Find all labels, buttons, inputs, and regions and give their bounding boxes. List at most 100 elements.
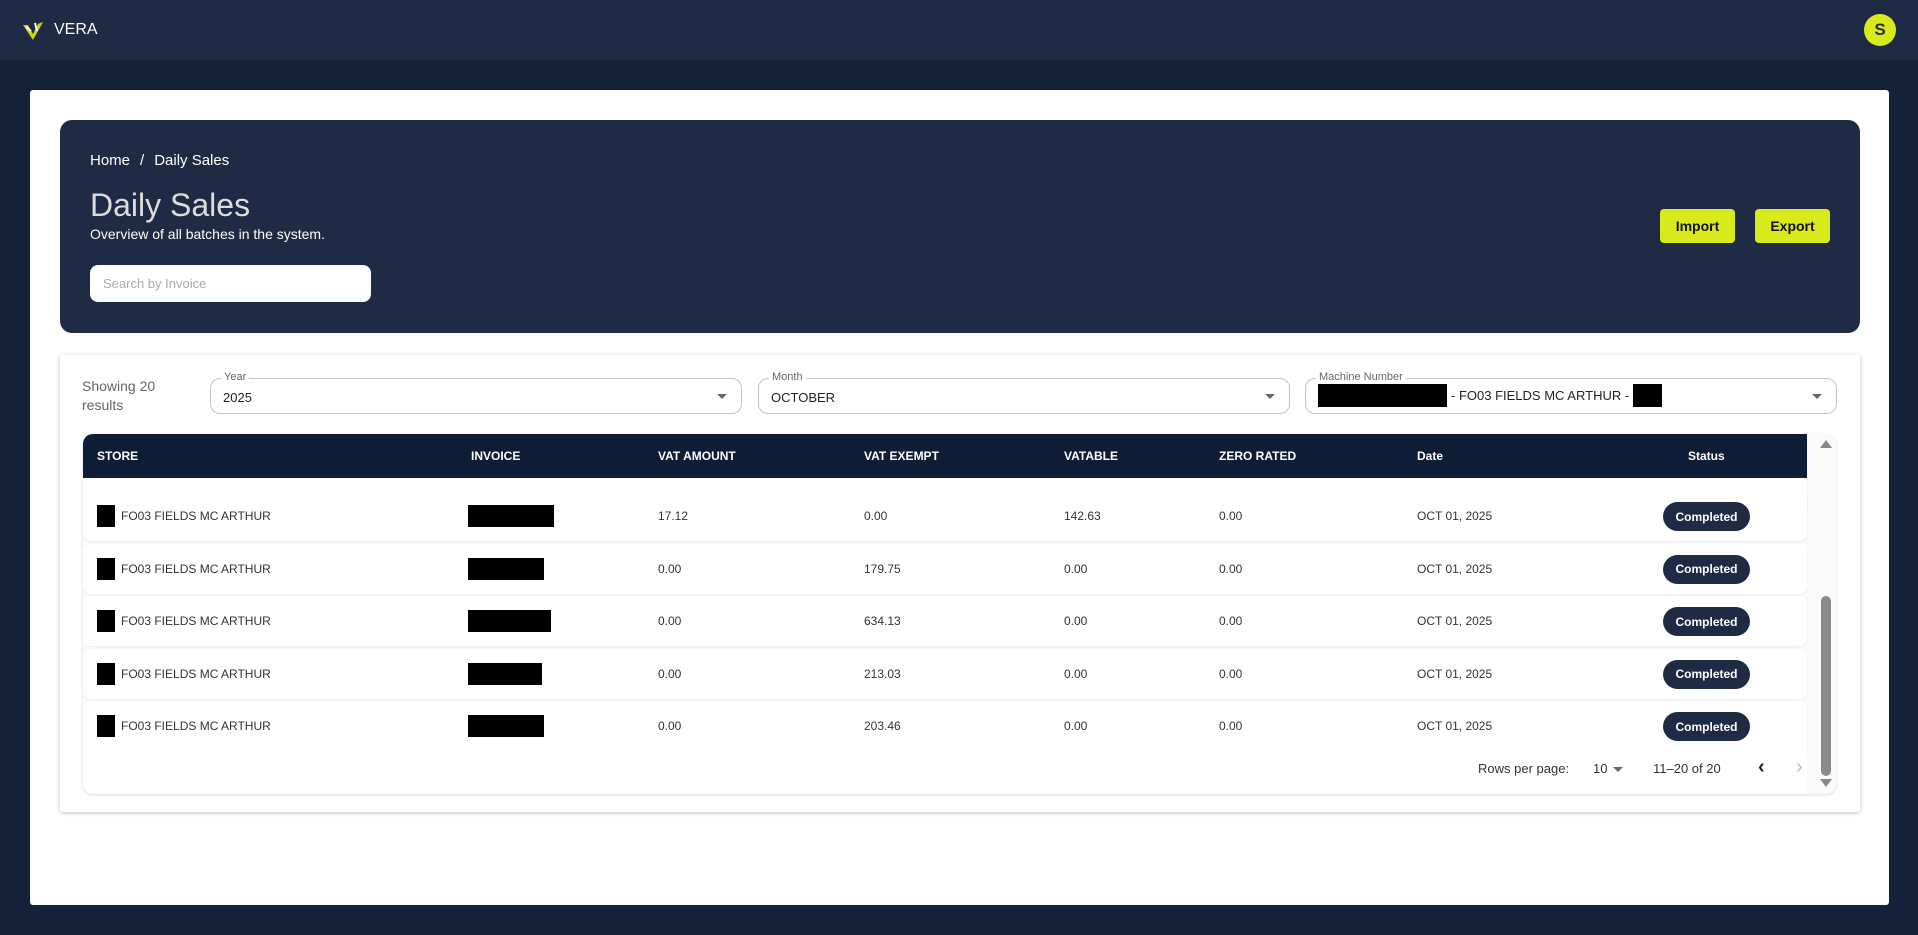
page-header: Home / Daily Sales Daily Sales Overview of… — [60, 120, 1860, 333]
cell-store: FO03 FIELDS MC ARTHUR — [121, 561, 271, 576]
column-date[interactable]: Date — [1417, 449, 1444, 463]
cell-store: FO03 FIELDS MC ARTHUR — [121, 614, 271, 628]
scroll-down-icon[interactable] — [1820, 779, 1832, 787]
cell-vat-amount: 17.12 — [658, 509, 689, 523]
chevron-down-icon — [717, 394, 727, 399]
machine-number-select[interactable]: Machine Number - FO03 FIELDS MC ARTHUR - — [1305, 371, 1837, 414]
scrollbar-thumb[interactable] — [1821, 596, 1831, 776]
year-label: Year — [221, 371, 250, 383]
redacted-block — [97, 557, 115, 580]
page-subtitle: Overview of all batches in the system. — [90, 226, 325, 242]
machine-number-value: - FO03 FIELDS MC ARTHUR - — [1451, 388, 1630, 403]
status-badge: Completed — [1663, 554, 1750, 584]
redacted-block — [1633, 384, 1663, 407]
cell-vatable: 0.00 — [1064, 719, 1088, 733]
cell-zero-rated: 0.00 — [1219, 614, 1243, 628]
table-header: STORE INVOICE VAT AMOUNT VAT EXEMPT VATA… — [83, 434, 1807, 478]
table-row[interactable]: FO03 FIELDS MC ARTHUR 0.00 179.75 0.00 0.00 O… — [83, 543, 1807, 594]
search-invoice-input[interactable] — [90, 265, 371, 302]
year-value: 2025 — [223, 390, 252, 405]
redacted-block — [97, 505, 115, 527]
status-badge: Completed — [1663, 659, 1750, 689]
table-row[interactable]: FO03 FIELDS MC ARTHUR 17.12 0.00 142.63 0.00… — [83, 491, 1807, 541]
breadcrumb-home[interactable]: Home — [90, 152, 131, 169]
column-invoice[interactable]: INVOICE — [471, 449, 521, 463]
cell-vat-exempt: 203.46 — [864, 719, 901, 733]
pagination-range: 11–20 of 20 — [1653, 761, 1721, 776]
page-title: Daily Sales — [90, 187, 251, 223]
column-store[interactable]: STORE — [97, 449, 139, 463]
breadcrumb: Home / Daily Sales — [90, 152, 229, 169]
cell-vatable: 142.63 — [1064, 509, 1101, 523]
redacted-block — [97, 715, 115, 737]
pagination: Rows per page: 10 11–20 of 20 ‹ › — [83, 744, 1807, 794]
results-count: Showing 20 results — [82, 378, 156, 413]
cell-vat-amount: 0.00 — [658, 719, 682, 733]
column-status[interactable]: Status — [1688, 449, 1725, 463]
column-zero-rated[interactable]: ZERO RATED — [1219, 449, 1297, 463]
breadcrumb-separator: / — [140, 152, 145, 169]
chevron-down-icon[interactable] — [1613, 767, 1623, 772]
cell-vat-exempt: 213.03 — [864, 666, 901, 681]
status-badge: Completed — [1663, 712, 1750, 741]
cell-zero-rated: 0.00 — [1219, 719, 1243, 733]
sales-panel: Showing 20 results Year 2025 Month OCTOB… — [60, 355, 1860, 812]
redacted-block — [468, 610, 551, 632]
cell-date: OCT 01, 2025 — [1417, 719, 1493, 733]
cell-date: OCT 01, 2025 — [1417, 509, 1493, 523]
cell-vat-exempt: 179.75 — [864, 561, 901, 576]
scroll-up-icon[interactable] — [1820, 440, 1832, 448]
column-vat-exempt[interactable]: VAT EXEMPT — [864, 449, 939, 463]
redacted-block — [468, 662, 542, 685]
month-value: OCTOBER — [771, 390, 836, 405]
cell-date: OCT 01, 2025 — [1417, 561, 1493, 576]
status-badge: Completed — [1663, 502, 1750, 531]
cell-zero-rated: 0.00 — [1219, 561, 1243, 576]
machine-number-label: Machine Number — [1316, 371, 1406, 383]
redacted-block — [97, 662, 115, 685]
redacted-block — [97, 610, 115, 632]
cell-store: FO03 FIELDS MC ARTHUR — [121, 509, 271, 523]
table-row[interactable]: FO03 FIELDS MC ARTHUR 0.00 213.03 0.00 0.00 O… — [83, 648, 1807, 699]
table-scrollbar[interactable] — [1816, 434, 1836, 794]
column-vatable[interactable]: VATABLE — [1064, 449, 1118, 463]
rows-per-page-select[interactable]: 10 — [1593, 761, 1608, 776]
chevron-down-icon — [1265, 394, 1275, 399]
chevron-down-icon — [1812, 394, 1822, 399]
cell-store: FO03 FIELDS MC ARTHUR — [121, 666, 271, 681]
app-name: VERA — [54, 21, 98, 38]
machine-number-display: - FO03 FIELDS MC ARTHUR - — [1318, 384, 1663, 407]
cell-zero-rated: 0.00 — [1219, 666, 1243, 681]
rows-per-page-label: Rows per page: — [1478, 761, 1570, 776]
top-bar: VERA S — [0, 0, 1918, 60]
month-select[interactable]: Month OCTOBER — [758, 371, 1290, 414]
breadcrumb-current: Daily Sales — [154, 152, 230, 169]
cell-vat-amount: 0.00 — [658, 666, 682, 681]
table-row[interactable]: FO03 FIELDS MC ARTHUR 0.00 203.46 0.00 0.00 O… — [83, 701, 1807, 751]
cell-store: FO03 FIELDS MC ARTHUR — [121, 719, 271, 733]
status-badge: Completed — [1663, 607, 1750, 636]
import-button[interactable]: Import — [1660, 209, 1735, 243]
cell-vatable: 0.00 — [1064, 666, 1088, 681]
cell-vatable: 0.00 — [1064, 614, 1088, 628]
column-vat-amount[interactable]: VAT AMOUNT — [658, 449, 736, 463]
cell-vatable: 0.00 — [1064, 561, 1088, 576]
month-label: Month — [769, 371, 806, 383]
next-page-icon[interactable]: › — [1796, 756, 1803, 778]
year-select[interactable]: Year 2025 — [210, 371, 742, 414]
cell-vat-amount: 0.00 — [658, 614, 682, 628]
redacted-block — [1318, 384, 1447, 407]
redacted-block — [468, 505, 554, 527]
cell-zero-rated: 0.00 — [1219, 509, 1243, 523]
export-button[interactable]: Export — [1755, 209, 1830, 243]
redacted-block — [468, 557, 544, 580]
cell-vat-exempt: 0.00 — [864, 509, 888, 523]
previous-page-icon[interactable]: ‹ — [1758, 756, 1765, 778]
cell-vat-amount: 0.00 — [658, 561, 682, 576]
cell-date: OCT 01, 2025 — [1417, 666, 1493, 681]
vera-logo-icon — [23, 22, 43, 40]
user-avatar[interactable]: S — [1864, 14, 1896, 46]
redacted-block — [468, 715, 544, 737]
cell-vat-exempt: 634.13 — [864, 614, 901, 628]
table-row[interactable]: FO03 FIELDS MC ARTHUR 0.00 634.13 0.00 0.00 O… — [83, 596, 1807, 646]
